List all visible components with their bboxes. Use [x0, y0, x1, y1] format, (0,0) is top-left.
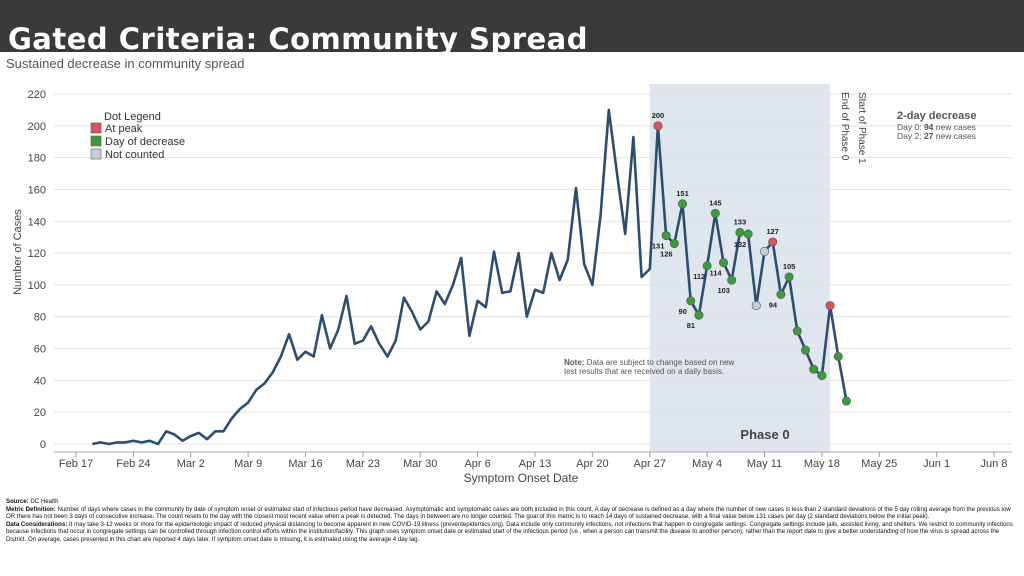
x-tick-label: Feb 17: [59, 458, 93, 470]
dot-value-label: 151: [676, 189, 689, 198]
dot-value-label: 132: [734, 240, 747, 249]
x-tick-label: Mar 2: [177, 458, 205, 470]
y-tick-label: 20: [34, 407, 46, 419]
dot-decrease: [817, 371, 827, 381]
legend-swatch-decrease: [90, 135, 102, 147]
start-phase1-label: Start of Phase 1: [856, 92, 867, 164]
dot-legend-title: Dot Legend: [104, 111, 161, 123]
dot-peak: [653, 121, 663, 131]
x-tick-label: Feb 24: [116, 458, 150, 470]
dot-decrease: [686, 296, 696, 306]
dot-legend: Dot Legend At peak Day of decrease Not c…: [90, 111, 185, 161]
dot-value-label: 94: [769, 300, 778, 309]
source-note: Source: DC Health: [6, 498, 59, 505]
footnotes: Source: DC Health Metric Definition: Num…: [6, 498, 1018, 544]
dot-peak: [768, 237, 778, 247]
decrease-summary: 2-day decrease Day 0: 94 new cases Day 2…: [897, 110, 977, 141]
dot-notcounted: [759, 247, 769, 257]
dot-notcounted: [751, 301, 761, 311]
dot-value-label: 200: [652, 111, 665, 120]
dot-decrease: [661, 231, 671, 241]
dot-decrease: [776, 289, 786, 299]
dot-value-label: 131: [652, 242, 665, 251]
legend-swatch-peak: [90, 122, 102, 134]
end-phase0-label: End of Phase 0: [839, 92, 850, 161]
dot-value-label: 81: [687, 321, 695, 330]
metric-definition: Metric Definition: Number of days where …: [6, 505, 1011, 521]
dot-decrease: [841, 396, 851, 406]
dot-value-label: 105: [783, 262, 796, 271]
y-tick-label: 220: [28, 89, 46, 101]
legend-label-notcounted: Not counted: [105, 149, 164, 161]
y-tick-label: 140: [28, 216, 46, 228]
x-tick-label: May 11: [747, 458, 782, 470]
dot-decrease: [784, 272, 794, 282]
dot-decrease: [702, 261, 712, 271]
data-note: Note: Data are subject to change based o…: [564, 358, 735, 376]
x-tick-label: May 4: [692, 458, 722, 470]
y-axis-label: Number of Cases: [12, 209, 24, 295]
y-tick-label: 80: [34, 312, 46, 324]
dot-decrease: [809, 364, 819, 374]
y-tick-label: 120: [28, 248, 46, 260]
x-tick-label: Mar 9: [234, 458, 262, 470]
chart-panel: [0, 52, 1024, 576]
x-tick-label: Mar 23: [346, 458, 380, 470]
dot-value-label: 126: [660, 250, 673, 259]
dot-decrease: [669, 239, 679, 249]
decrease-day2: Day 2: 27 new cases: [897, 131, 976, 141]
dot-decrease: [719, 258, 729, 268]
legend-swatch-notcounted: [90, 148, 102, 160]
x-tick-label: May 18: [804, 458, 840, 470]
legend-label-decrease: Day of decrease: [105, 136, 185, 148]
x-tick-label: Jun 8: [981, 458, 1008, 470]
phase0-label: Phase 0: [740, 427, 789, 442]
series-line: [92, 108, 848, 446]
dot-decrease: [743, 229, 753, 239]
dot-decrease: [727, 275, 737, 285]
dot-value-label: 114: [709, 269, 722, 278]
note-line-2: test results that are received on a dail…: [564, 367, 724, 376]
dot-decrease: [678, 199, 688, 209]
dot-decrease: [735, 227, 745, 237]
slide-title: Gated Criteria: Community Spread: [8, 22, 588, 56]
y-tick-label: 60: [34, 344, 46, 356]
dot-peak: [825, 301, 835, 311]
legend-label-peak: At peak: [105, 123, 143, 135]
x-tick-label: Jun 1: [923, 458, 950, 470]
x-tick-label: Apr 20: [576, 458, 608, 470]
x-tick-label: Apr 13: [519, 458, 551, 470]
dot-decrease: [694, 310, 704, 320]
x-tick-label: Apr 6: [464, 458, 490, 470]
dot-value-label: 90: [679, 307, 687, 316]
y-tick-label: 180: [28, 153, 46, 165]
chart-title: Sustained decrease in community spread: [6, 56, 245, 71]
dot-value-label: 127: [766, 227, 779, 236]
dot-decrease: [792, 326, 802, 336]
decrease-day0: Day 0: 94 new cases: [897, 122, 976, 132]
dot-decrease: [800, 345, 810, 355]
x-tick-label: Mar 30: [403, 458, 437, 470]
dot-value-label: 133: [734, 217, 747, 226]
line-chart: 0 20 40 60 80 100 120 140 160 180 200 220 Feb 17 Feb…: [12, 84, 1012, 485]
title-bar: [0, 0, 1024, 52]
dot-value-label: 103: [717, 286, 730, 295]
y-tick-label: 40: [34, 375, 46, 387]
decrease-title: 2-day decrease: [897, 110, 977, 122]
phase0-band: [649, 84, 831, 452]
x-tick-label: May 25: [861, 458, 897, 470]
dot-decrease: [710, 208, 720, 218]
x-axis-label: Symptom Onset Date: [464, 471, 579, 485]
x-tick-label: Apr 27: [634, 458, 666, 470]
y-tick-label: 100: [28, 280, 46, 292]
dot-decrease: [833, 351, 843, 361]
x-tick-label: Mar 16: [288, 458, 322, 470]
dot-value-label: 112: [693, 272, 705, 281]
y-tick-label: 160: [28, 184, 46, 196]
y-tick-label: 0: [40, 439, 46, 451]
data-considerations: Data Considerations: It may take 3-12 we…: [6, 520, 1013, 543]
y-tick-label: 200: [28, 121, 46, 133]
note-line-1: Note: Data are subject to change based o…: [564, 358, 735, 367]
dot-value-label: 145: [709, 198, 722, 207]
